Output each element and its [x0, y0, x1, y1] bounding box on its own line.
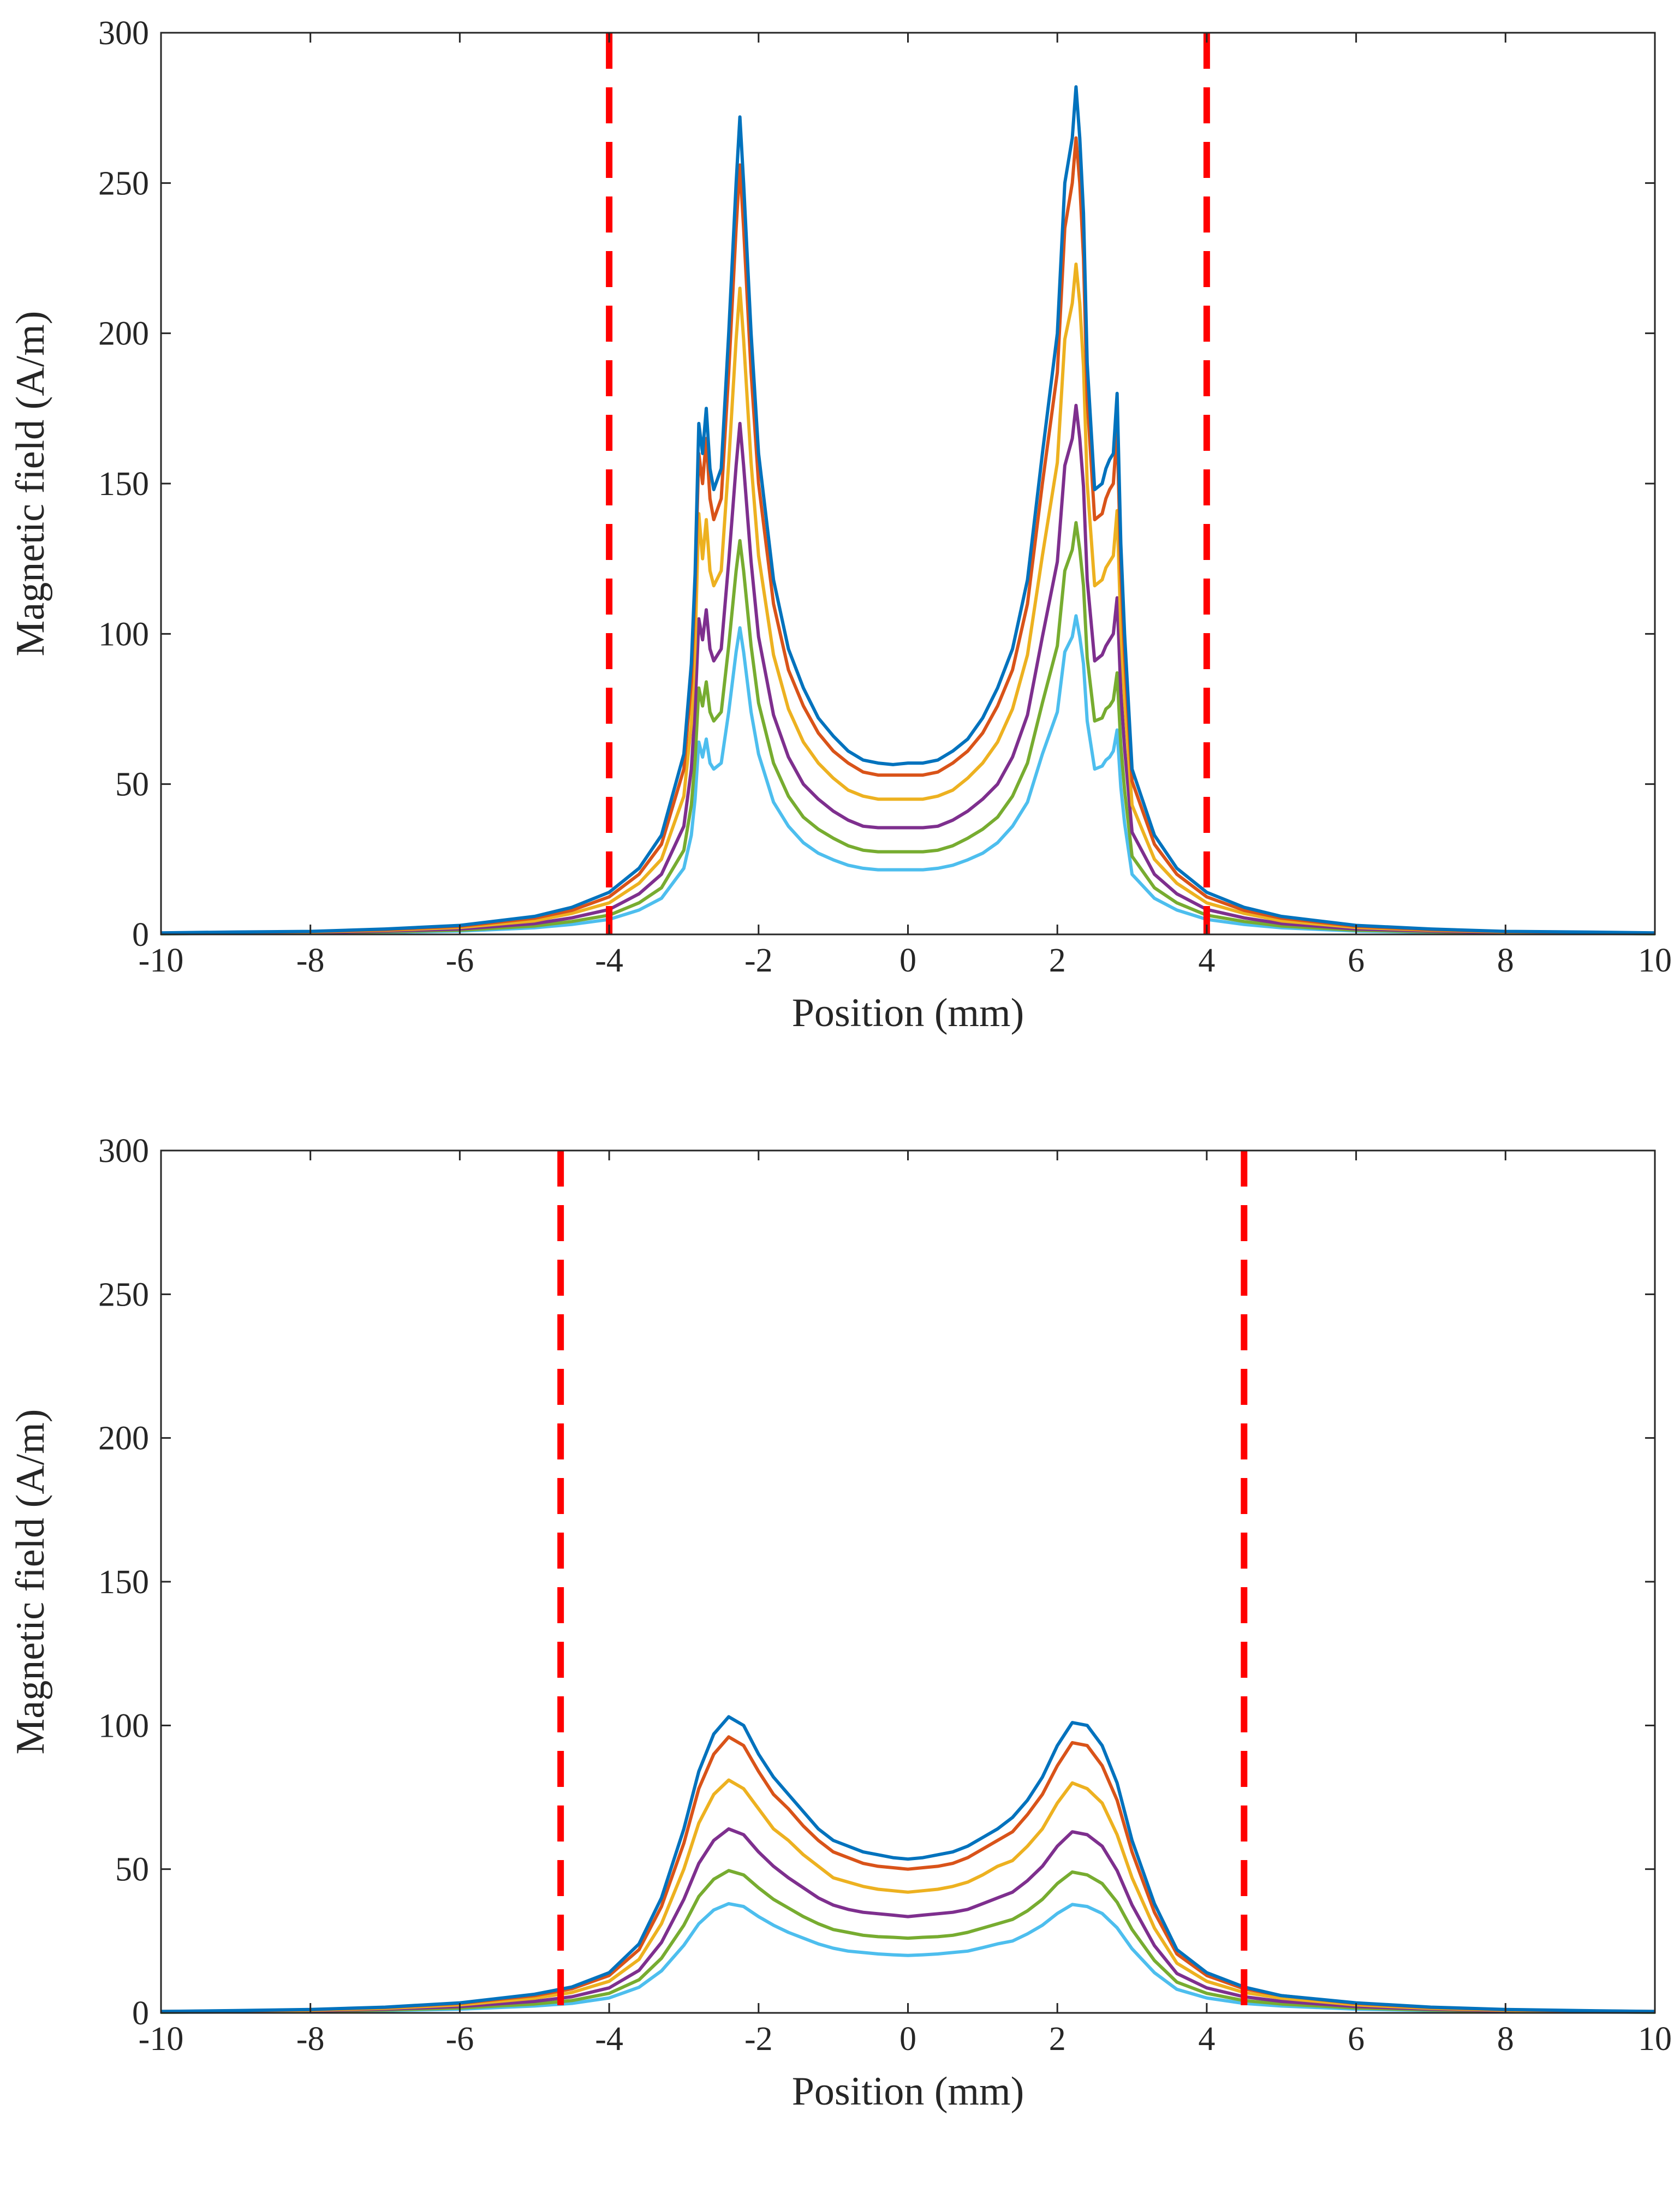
top-chart-series-3 — [160, 263, 1655, 935]
bottom-chart-x-tick-label: 8 — [1497, 2021, 1514, 2058]
top-chart-x-tick-label: -6 — [446, 942, 474, 979]
bottom-chart-x-tick-label: -10 — [139, 2021, 184, 2058]
top-chart-series-5 — [160, 521, 1655, 935]
bottom-chart-x-tick-label: 10 — [1638, 2021, 1672, 2058]
bottom-chart-series-5 — [160, 1869, 1655, 2014]
top-chart-x-tick-label: -10 — [139, 942, 184, 979]
bottom-chart-frame — [160, 1149, 1656, 2014]
bottom-chart-x-tick-label: -2 — [744, 2021, 773, 2058]
top-chart-x-tick-label: 0 — [899, 942, 916, 979]
top-chart-y-tick-label: 300 — [98, 15, 149, 52]
bottom-chart-y-tick-label: 50 — [115, 1851, 149, 1888]
bottom-chart-x-tick-label: -8 — [296, 2021, 325, 2058]
top-chart-y-tick-label: 250 — [98, 165, 149, 202]
bottom-chart-y-tick-label: 150 — [98, 1564, 149, 1601]
top-chart-series-1 — [160, 85, 1655, 935]
bottom-chart-y-tick-label: 300 — [98, 1133, 149, 1170]
bottom-chart-series-6 — [160, 1902, 1655, 2014]
bottom-chart-x-axis-title: Position (mm) — [792, 2069, 1024, 2114]
top-chart-x-axis-title: Position (mm) — [792, 991, 1024, 1035]
top-chart-x-tick-label: 10 — [1638, 942, 1672, 979]
top-chart-x-tick-label: 4 — [1198, 942, 1215, 979]
bottom-chart-series-1 — [160, 1715, 1655, 2013]
bottom-chart-series-4 — [160, 1827, 1655, 2014]
bottom-chart-reference-lines — [557, 1151, 1248, 2013]
top-chart-x-tick-label: -4 — [595, 942, 623, 979]
bottom-chart-x-tick-label: 4 — [1198, 2021, 1215, 2058]
bottom-chart-y-tick-label: 250 — [98, 1276, 149, 1313]
bottom-chart-x-tick-label: 0 — [899, 2021, 916, 2058]
top-chart-x-tick-label: -2 — [744, 942, 773, 979]
top-chart-x-tick-label: 8 — [1497, 942, 1514, 979]
top-chart-y-tick-label: 150 — [98, 466, 149, 503]
top-chart-y-axis-title: Magnetic field (A/m) — [8, 311, 53, 657]
bottom-chart-lines — [160, 1715, 1655, 2014]
top-chart-series-2 — [160, 136, 1655, 935]
top-chart-y-tick-label: 0 — [132, 916, 149, 954]
top-chart-x-tick-label: -8 — [296, 942, 325, 979]
top-chart-x-tick-label: 6 — [1348, 942, 1365, 979]
top-chart-y-tick-label: 100 — [98, 616, 149, 653]
top-chart-series-4 — [160, 403, 1655, 935]
top-chart-reference-lines — [606, 33, 1210, 934]
bottom-chart-series-3 — [160, 1778, 1655, 2013]
bottom-chart-x-tick-label: 6 — [1348, 2021, 1365, 2058]
top-chart-x-tick-label: 2 — [1049, 942, 1066, 979]
top-chart-y-tick-label: 50 — [115, 766, 149, 803]
top-chart-y-tick-label: 200 — [98, 315, 149, 353]
bottom-chart-y-tick-label: 200 — [98, 1420, 149, 1457]
top-chart-lines — [160, 85, 1655, 935]
bottom-chart-y-axis-title: Magnetic field (A/m) — [8, 1409, 53, 1755]
bottom-chart-x-tick-label: -6 — [446, 2021, 474, 2058]
top-chart-series-6 — [160, 614, 1655, 935]
bottom-chart-y-tick-label: 0 — [132, 1995, 149, 2032]
bottom-chart-y-tick-label: 100 — [98, 1707, 149, 1744]
bottom-chart-series-2 — [160, 1735, 1655, 2013]
bottom-chart-x-tick-label: 2 — [1049, 2021, 1066, 2058]
bottom-chart-x-tick-label: -4 — [595, 2021, 623, 2058]
